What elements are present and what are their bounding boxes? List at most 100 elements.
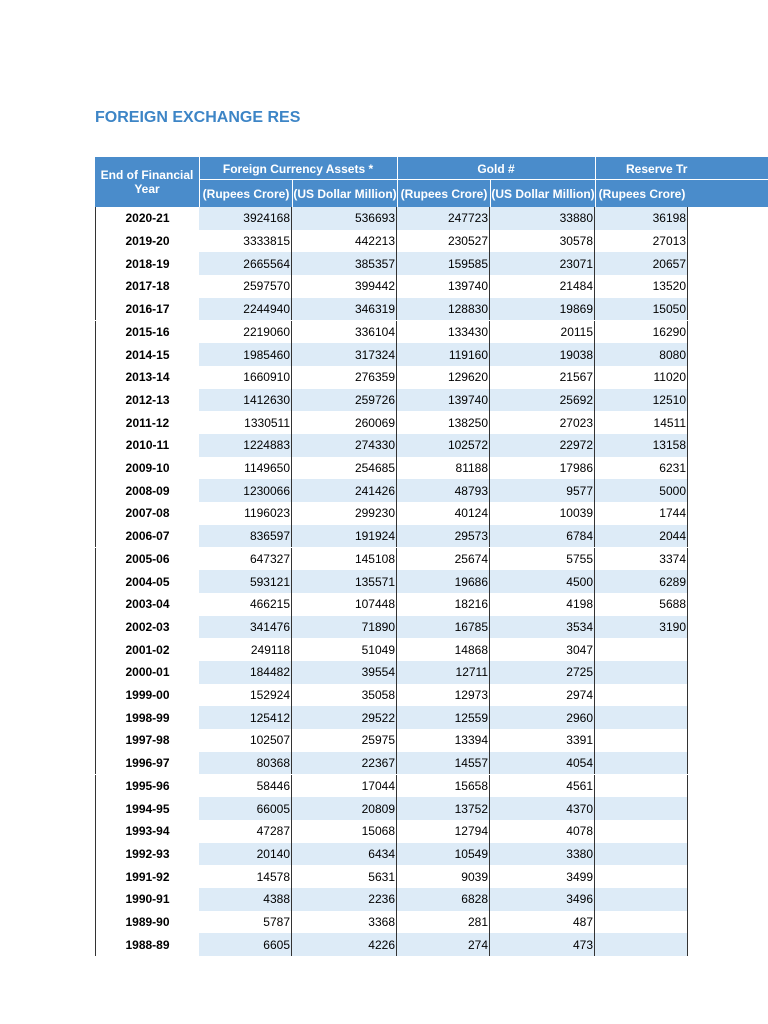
value-cell: 230527 <box>397 229 490 253</box>
value-cell: 317324 <box>292 343 397 366</box>
year-cell: 2016-17 <box>95 297 199 321</box>
value-cell: 3391 <box>490 729 595 752</box>
value-cell: 647327 <box>199 547 292 571</box>
value-cell: 2974 <box>490 683 595 707</box>
value-cell: 14578 <box>199 865 292 888</box>
value-cell: 4561 <box>490 774 595 798</box>
value-cell: 276359 <box>292 365 397 389</box>
value-cell <box>595 865 688 888</box>
value-cell: 5631 <box>292 865 397 888</box>
value-cell: 27013 <box>595 229 688 253</box>
year-cell: 1991-92 <box>95 865 199 888</box>
value-cell: 13158 <box>595 434 688 457</box>
value-cell: 23071 <box>490 252 595 276</box>
year-cell: 2010-11 <box>95 434 199 457</box>
value-cell <box>595 661 688 684</box>
value-cell: 13752 <box>397 797 490 820</box>
value-cell: 2044 <box>595 524 688 548</box>
value-cell: 4388 <box>199 888 292 911</box>
value-cell: 6231 <box>595 456 688 480</box>
value-cell: 399442 <box>292 275 397 298</box>
sub-header: (Rupees Crore) <box>595 180 688 207</box>
value-cell: 2960 <box>490 706 595 730</box>
value-cell: 10549 <box>397 842 490 866</box>
value-cell: 119160 <box>397 343 490 366</box>
value-cell <box>595 819 688 843</box>
value-cell: 135571 <box>292 570 397 593</box>
value-cell: 4054 <box>490 751 595 775</box>
value-cell: 1412630 <box>199 388 292 412</box>
value-cell <box>595 729 688 752</box>
page-title: FOREIGN EXCHANGE RES <box>95 109 301 126</box>
value-cell: 536693 <box>292 207 397 230</box>
sub-header: (US Dollar Million) <box>292 180 397 207</box>
value-cell: 1230066 <box>199 479 292 503</box>
group-header <box>397 157 595 180</box>
value-cell: 14557 <box>397 751 490 775</box>
year-cell: 2008-09 <box>95 479 199 503</box>
year-cell: 1999-00 <box>95 683 199 707</box>
year-cell: 2005-06 <box>95 547 199 571</box>
value-cell: 336104 <box>292 320 397 344</box>
value-cell: 836597 <box>199 524 292 548</box>
value-cell: 2236 <box>292 888 397 911</box>
value-cell: 346319 <box>292 297 397 321</box>
value-cell: 184482 <box>199 661 292 684</box>
year-cell: 2015-16 <box>95 320 199 344</box>
value-cell <box>595 751 688 775</box>
value-cell: 29522 <box>292 706 397 730</box>
value-cell: 29573 <box>397 524 490 548</box>
value-cell: 274 <box>397 933 490 957</box>
sub-header: (US Dollar Million) <box>490 180 595 207</box>
year-cell: 2011-12 <box>95 411 199 434</box>
year-cell: 1997-98 <box>95 729 199 752</box>
value-cell: 145108 <box>292 547 397 571</box>
value-cell: 6784 <box>490 524 595 548</box>
value-cell: 15068 <box>292 819 397 843</box>
value-cell: 128830 <box>397 297 490 321</box>
value-cell: 12510 <box>595 388 688 412</box>
group-header-text: Foreign Currency Assets * <box>222 161 374 176</box>
sub-header: (Rupees Crore) <box>397 180 490 207</box>
value-cell: 3374 <box>595 547 688 571</box>
value-cell: 71890 <box>292 615 397 639</box>
value-cell: 1660910 <box>199 365 292 389</box>
value-cell: 593121 <box>199 570 292 593</box>
year-cell: 2020-21 <box>95 207 199 230</box>
value-cell: 14868 <box>397 638 490 661</box>
value-cell: 2219060 <box>199 320 292 344</box>
value-cell: 25674 <box>397 547 490 571</box>
value-cell: 15658 <box>397 774 490 798</box>
value-cell: 16785 <box>397 615 490 639</box>
value-cell: 30578 <box>490 229 595 253</box>
value-cell: 466215 <box>199 592 292 616</box>
value-cell: 18216 <box>397 592 490 616</box>
value-cell: 4500 <box>490 570 595 593</box>
value-cell: 11020 <box>595 365 688 389</box>
value-cell: 487 <box>490 910 595 934</box>
value-cell: 12973 <box>397 683 490 707</box>
value-cell: 3047 <box>490 638 595 661</box>
value-cell: 260069 <box>292 411 397 434</box>
value-cell: 20115 <box>490 320 595 344</box>
value-cell: 6289 <box>595 570 688 593</box>
year-cell: 2013-14 <box>95 365 199 389</box>
value-cell: 4226 <box>292 933 397 957</box>
year-cell: 1993-94 <box>95 819 199 843</box>
value-cell: 133430 <box>397 320 490 344</box>
value-cell: 241426 <box>292 479 397 503</box>
value-cell <box>595 797 688 820</box>
value-cell: 58446 <box>199 774 292 798</box>
value-cell: 4078 <box>490 819 595 843</box>
value-cell: 36198 <box>595 207 688 230</box>
year-cell: 2003-04 <box>95 592 199 616</box>
value-cell <box>595 933 688 957</box>
value-cell: 341476 <box>199 615 292 639</box>
value-cell: 12559 <box>397 706 490 730</box>
value-cell: 2665564 <box>199 252 292 276</box>
year-cell: 1989-90 <box>95 910 199 934</box>
value-cell: 5000 <box>595 479 688 503</box>
year-cell: 2000-01 <box>95 661 199 684</box>
value-cell: 19038 <box>490 343 595 366</box>
